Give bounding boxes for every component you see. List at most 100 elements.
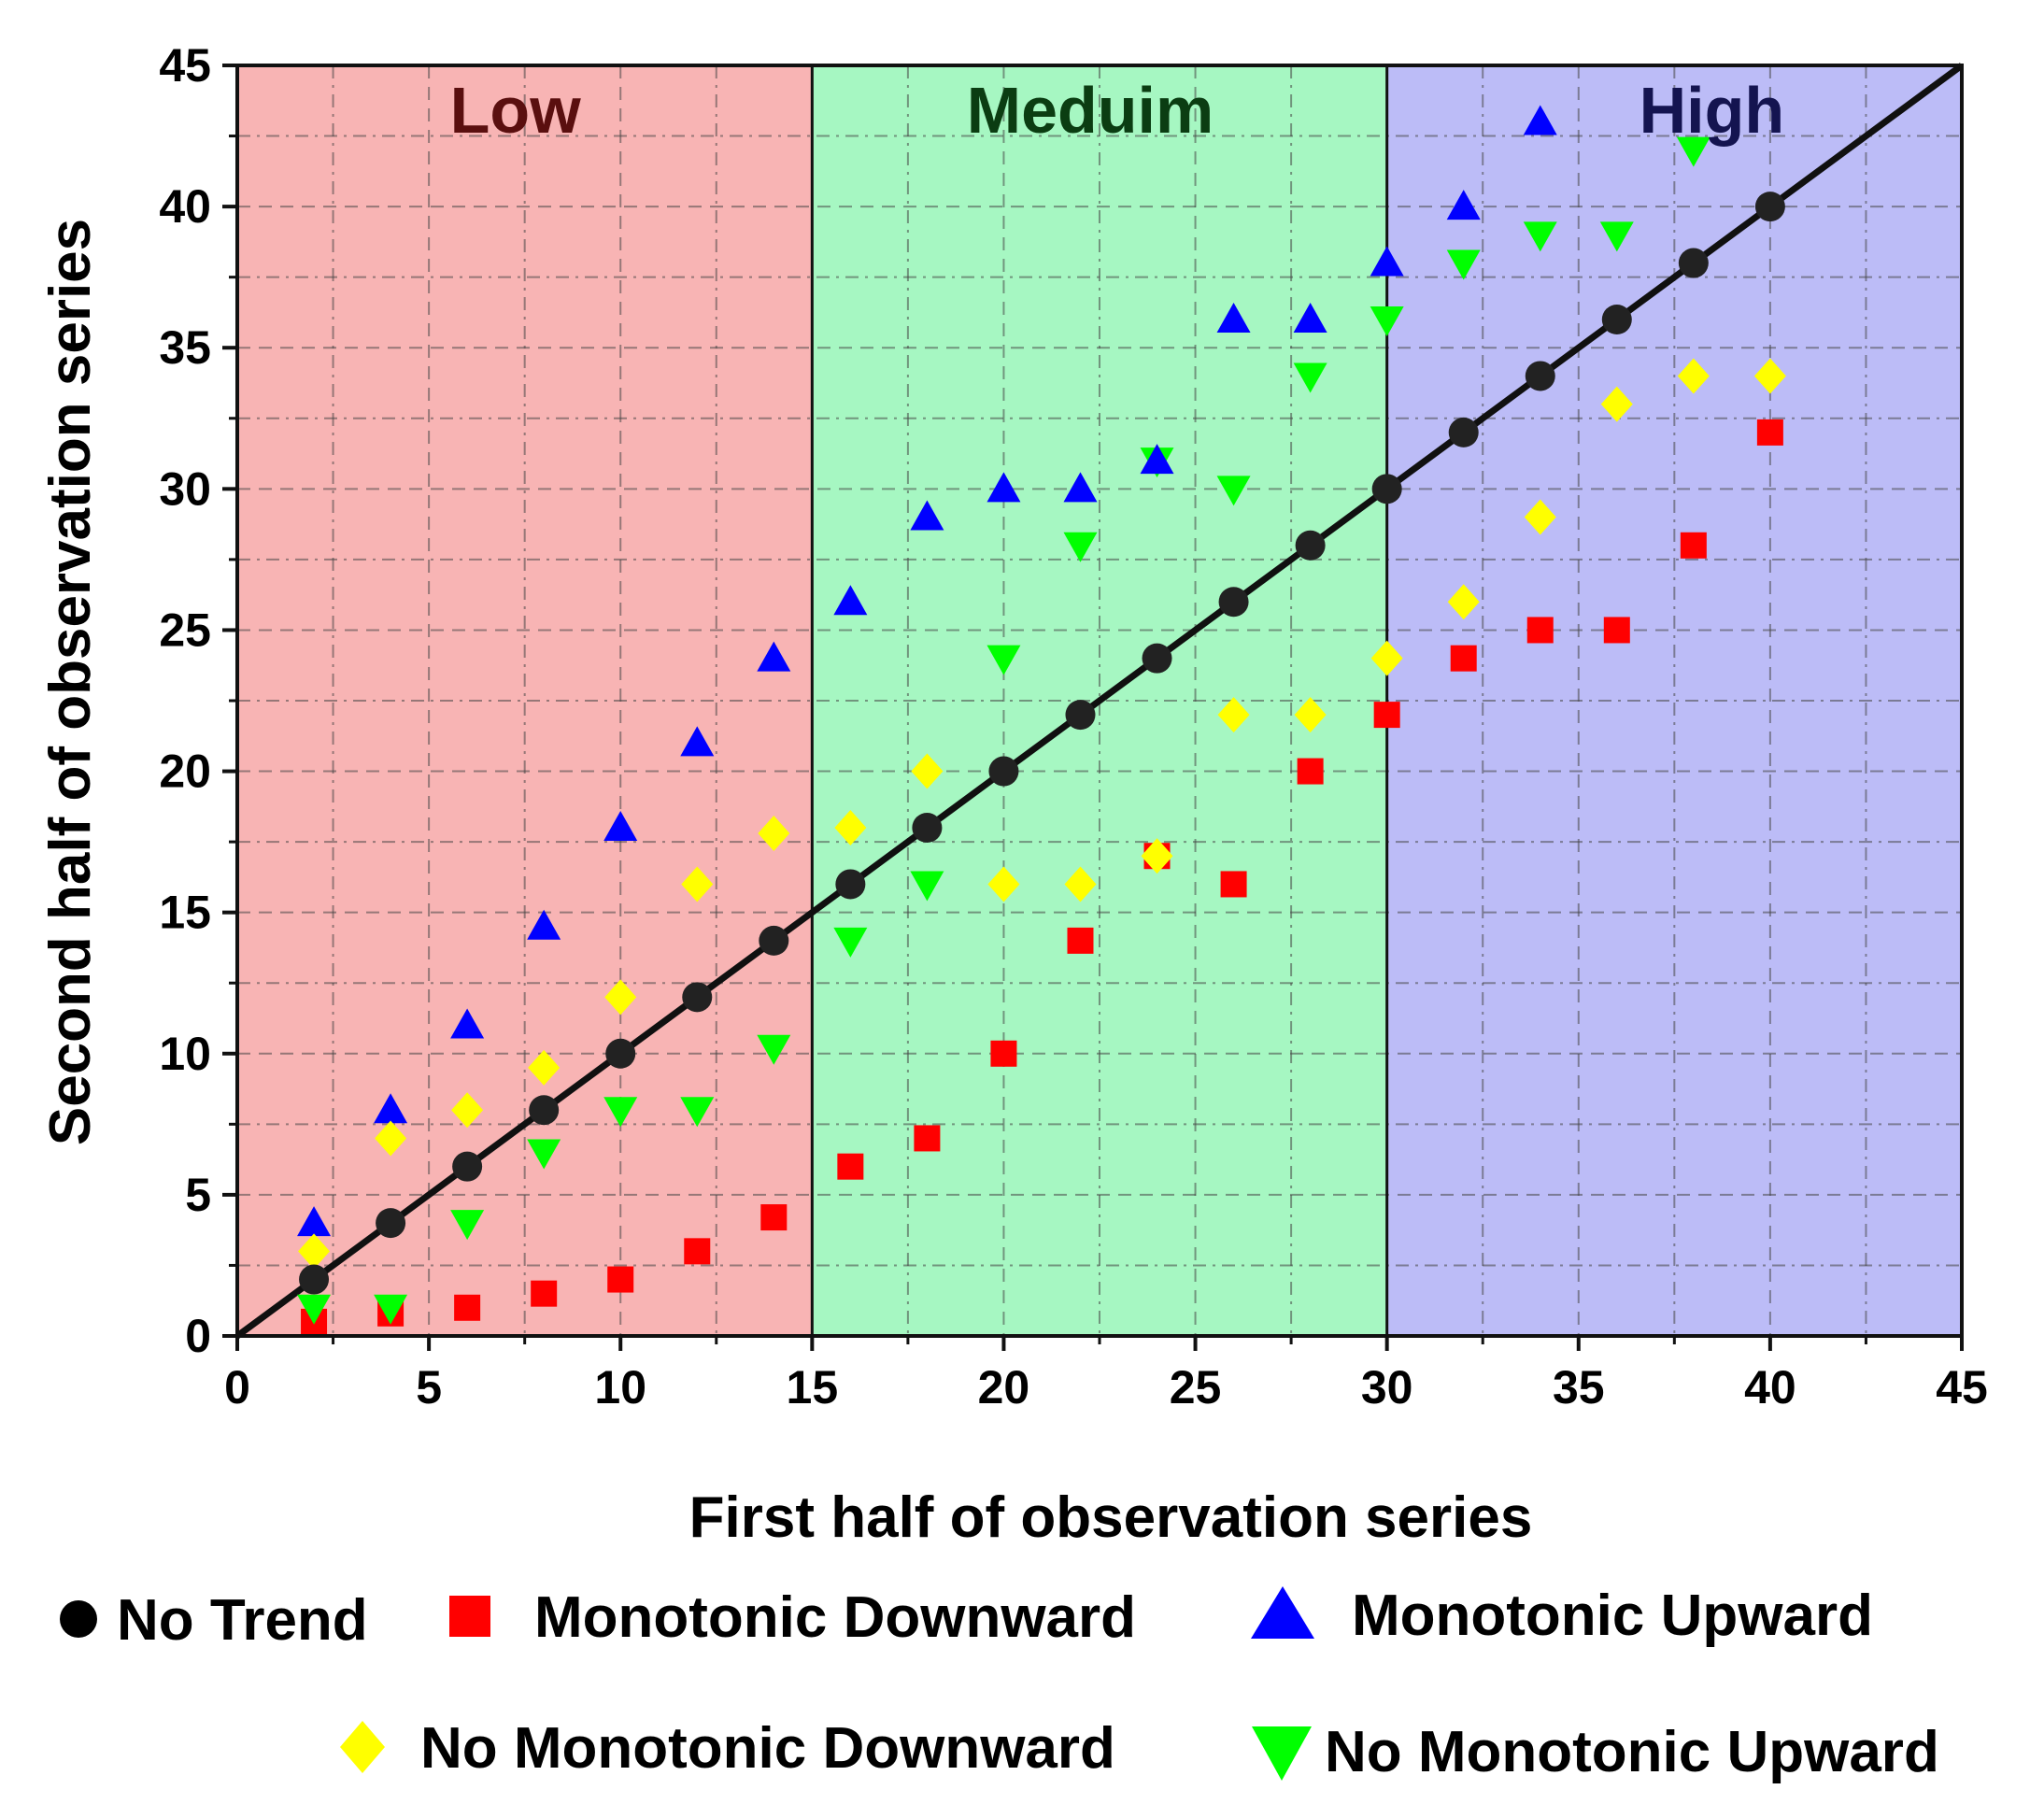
point-no-monotonic-downward (1447, 584, 1480, 620)
point-no-trend (1218, 587, 1249, 618)
point-no-monotonic-downward (451, 1092, 484, 1129)
point-no-monotonic-downward (1524, 499, 1556, 535)
y-tick-label: 45 (159, 39, 211, 92)
point-monotonic-downward (531, 1280, 558, 1307)
point-no-trend (1295, 530, 1326, 561)
point-no-monotonic-downward (604, 979, 637, 1016)
x-tick-label: 10 (594, 1361, 646, 1413)
axes (222, 64, 1964, 1351)
legend-label: No Trend (117, 1588, 368, 1653)
point-monotonic-upward (374, 1093, 408, 1124)
x-tick-label: 0 (224, 1361, 250, 1413)
legend-entry-monotonic-upward: Monotonic Upward (1251, 1584, 1873, 1648)
point-monotonic-downward (760, 1204, 788, 1231)
point-monotonic-upward (757, 641, 791, 672)
legend-marker (1252, 1726, 1312, 1781)
point-no-monotonic-upward (1599, 221, 1634, 252)
point-no-monotonic-upward (833, 927, 868, 958)
point-no-monotonic-downward (758, 816, 790, 852)
x-tick-label: 20 (978, 1361, 1030, 1413)
point-no-monotonic-upward (680, 1097, 715, 1128)
x-tick-label: 40 (1744, 1361, 1796, 1413)
point-monotonic-upward (1370, 246, 1404, 277)
point-no-trend (1678, 248, 1709, 278)
point-no-monotonic-upward (987, 645, 1021, 675)
point-no-trend (912, 813, 943, 843)
point-monotonic-upward (1063, 472, 1098, 503)
legend-entry-monotonic-downward: Monotonic Downward (449, 1585, 1136, 1650)
point-monotonic-upward (910, 500, 944, 531)
y-tick-label: 40 (159, 180, 211, 233)
point-monotonic-upward (450, 1008, 485, 1039)
y-tick-label: 5 (185, 1169, 211, 1221)
point-monotonic-downward (684, 1238, 711, 1265)
point-no-trend (759, 925, 789, 956)
point-monotonic-upward (833, 585, 868, 616)
region-label-high: High (1639, 74, 1785, 147)
point-no-monotonic-downward (528, 1049, 561, 1086)
x-tick-label: 5 (416, 1361, 442, 1413)
x-tick-label: 35 (1553, 1361, 1605, 1413)
x-tick-label: 25 (1170, 1361, 1222, 1413)
point-no-trend (529, 1095, 560, 1126)
data-points (297, 105, 1786, 1335)
point-monotonic-downward (1067, 927, 1094, 954)
point-monotonic-upward (987, 472, 1021, 503)
y-tick-label: 15 (159, 887, 211, 939)
point-no-trend (1142, 643, 1172, 674)
legend-marker (340, 1721, 385, 1773)
point-monotonic-downward (1603, 617, 1630, 644)
point-no-monotonic-upward (1293, 362, 1327, 393)
legend-label: Monotonic Upward (1352, 1584, 1873, 1648)
point-monotonic-downward (914, 1125, 941, 1152)
point-no-monotonic-downward (1294, 697, 1327, 733)
y-tick-label: 20 (159, 746, 211, 798)
y-tick-label: 30 (159, 462, 211, 515)
point-no-monotonic-upward (1063, 532, 1098, 562)
point-no-monotonic-upward (297, 1294, 332, 1325)
reference-line (234, 63, 1965, 1339)
point-no-monotonic-upward (1523, 221, 1557, 252)
point-monotonic-upward (1446, 190, 1481, 220)
point-no-monotonic-downward (1370, 640, 1403, 676)
point-no-trend (1754, 192, 1785, 222)
point-no-monotonic-downward (987, 866, 1020, 902)
point-monotonic-downward (454, 1294, 481, 1321)
legend-marker (449, 1596, 490, 1637)
y-axis-title: Second half of observation series (38, 219, 103, 1145)
point-monotonic-upward (1293, 303, 1327, 333)
x-tick-label: 45 (1936, 1361, 1988, 1413)
point-no-trend (1065, 700, 1096, 731)
x-tick-label: 15 (787, 1361, 839, 1413)
point-no-monotonic-downward (1064, 866, 1097, 902)
reference-line-group (234, 63, 1965, 1339)
tick-labels: 0 5 10 15 20 25 30 35 40 45 0 5 10 15 20 25 30 35 40 45 (159, 39, 1987, 1413)
point-monotonic-upward (1140, 444, 1174, 475)
point-monotonic-downward (1297, 758, 1324, 785)
point-no-monotonic-downward (1600, 386, 1633, 422)
point-monotonic-upward (680, 726, 715, 757)
legend-marker (1251, 1586, 1314, 1639)
y-tick-label: 35 (159, 321, 211, 374)
legend-marker (60, 1600, 97, 1638)
x-tick-label: 30 (1361, 1361, 1413, 1413)
point-monotonic-upward (603, 811, 638, 841)
point-no-trend (299, 1264, 330, 1295)
x-axis-title: First half of observation series (689, 1485, 1533, 1550)
point-monotonic-downward (837, 1153, 864, 1180)
point-monotonic-downward (1526, 617, 1554, 644)
point-no-monotonic-downward (1141, 838, 1173, 874)
point-no-trend (605, 1038, 636, 1069)
point-no-monotonic-upward (757, 1034, 791, 1065)
point-no-monotonic-upward (910, 871, 944, 902)
point-monotonic-upward (297, 1206, 332, 1237)
legend-label: No Monotonic Downward (420, 1716, 1115, 1781)
point-no-monotonic-upward (603, 1097, 638, 1128)
legend-label: No Monotonic Upward (1325, 1720, 1939, 1784)
point-no-monotonic-upward (1676, 136, 1710, 167)
point-monotonic-downward (1680, 532, 1707, 559)
legend-label: Monotonic Downward (534, 1585, 1136, 1650)
y-tick-label: 0 (185, 1310, 211, 1362)
point-no-trend (1448, 417, 1479, 447)
